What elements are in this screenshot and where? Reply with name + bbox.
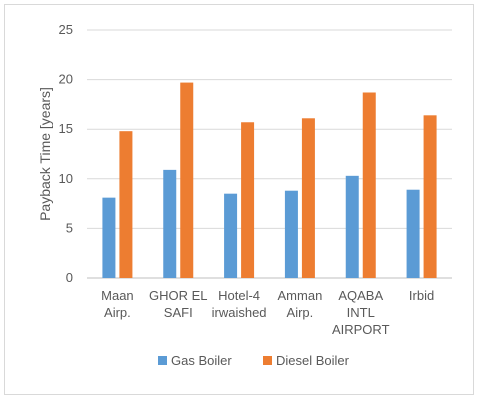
x-tick-label: Irbid xyxy=(409,288,434,303)
bar-gas-boiler xyxy=(284,190,298,278)
x-tick-label: Amman Airp. xyxy=(278,288,323,320)
x-tick-label: Hotel-4 irwaished xyxy=(212,288,267,320)
y-axis-title: Payback Time [years] xyxy=(37,87,53,221)
legend-swatch xyxy=(158,356,167,365)
y-axis-ticks: 0 5 10 15 20 25 xyxy=(59,22,73,285)
gridlines xyxy=(87,29,452,279)
bars xyxy=(102,82,437,279)
x-tick-label: Maan Airp. xyxy=(101,288,134,320)
y-tick-label: 20 xyxy=(59,72,73,87)
bar-gas-boiler xyxy=(163,169,177,278)
bar-gas-boiler xyxy=(406,189,420,278)
x-tick-label: AQABA INTL AIRPORT xyxy=(332,288,390,337)
legend-label: Gas Boiler xyxy=(171,353,232,368)
bar-gas-boiler xyxy=(102,197,116,278)
x-tick-label: GHOR EL SAFI xyxy=(149,288,208,320)
bar-diesel-boiler xyxy=(362,92,376,278)
bar-diesel-boiler xyxy=(180,82,194,279)
y-tick-label: 25 xyxy=(59,22,73,37)
chart-frame xyxy=(4,4,474,395)
y-tick-label: 10 xyxy=(59,171,73,186)
y-tick-label: 15 xyxy=(59,121,73,136)
bar-gas-boiler xyxy=(224,193,238,278)
bar-diesel-boiler xyxy=(301,118,315,279)
legend: Gas Boiler Diesel Boiler xyxy=(158,353,350,368)
bar-diesel-boiler xyxy=(241,122,255,278)
y-tick-label: 0 xyxy=(66,270,73,285)
bar-diesel-boiler xyxy=(119,131,133,278)
y-tick-label: 5 xyxy=(66,220,73,235)
bar-gas-boiler xyxy=(345,175,359,278)
bar-diesel-boiler xyxy=(423,115,437,278)
legend-label: Diesel Boiler xyxy=(276,353,350,368)
legend-swatch xyxy=(263,356,272,365)
